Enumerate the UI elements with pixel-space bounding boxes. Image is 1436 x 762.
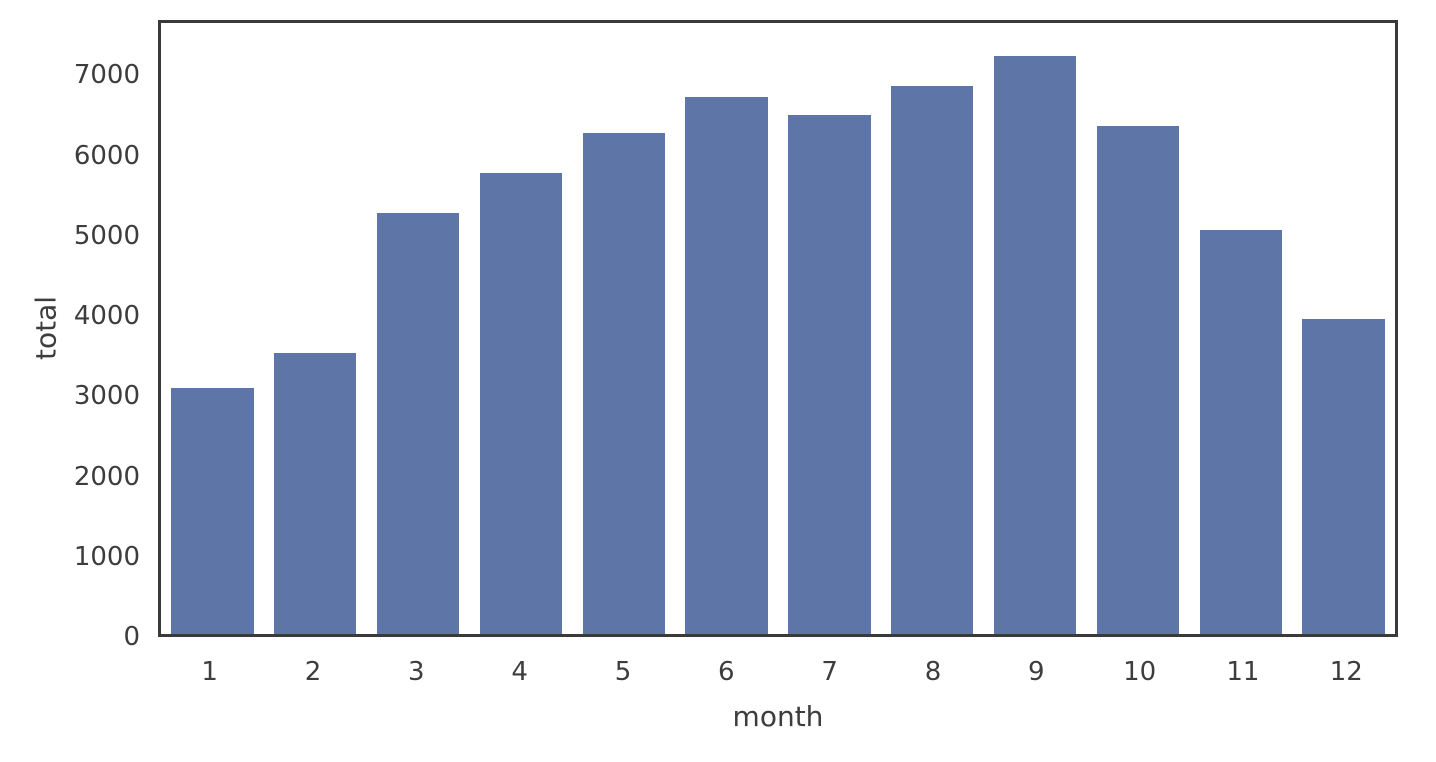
bar-month-12 <box>1302 319 1385 634</box>
bar-month-6 <box>685 96 768 634</box>
y-tick-4000: 4000 <box>73 301 140 332</box>
x-tick-3: 3 <box>408 657 425 687</box>
x-tick-12: 12 <box>1329 657 1363 687</box>
x-tick-4: 4 <box>511 657 528 687</box>
plot-area <box>158 20 1398 637</box>
y-tick-5000: 5000 <box>73 220 140 251</box>
bar-month-8 <box>891 85 974 634</box>
bar-slot-month-8 <box>881 23 984 634</box>
bar-month-3 <box>376 212 460 634</box>
bar-slot-month-11 <box>1189 23 1292 634</box>
x-tick-1: 1 <box>201 657 218 687</box>
bar-month-2 <box>274 352 357 634</box>
bar-series <box>161 23 1395 634</box>
bar-slot-month-9 <box>984 23 1087 634</box>
bar-slot-month-12 <box>1292 23 1395 634</box>
y-axis-tick-labels: 0 1000 2000 3000 4000 5000 6000 7000 <box>0 20 140 650</box>
bar-month-9 <box>993 55 1077 634</box>
x-tick-6: 6 <box>718 657 735 687</box>
bar-slot-month-5 <box>572 23 675 634</box>
x-tick-11: 11 <box>1226 657 1260 687</box>
x-tick-9: 9 <box>1028 657 1045 687</box>
bar-slot-month-2 <box>264 23 367 634</box>
bar-month-11 <box>1199 229 1282 634</box>
bar-slot-month-7 <box>778 23 881 634</box>
bar-slot-month-3 <box>367 23 470 634</box>
bar-month-4 <box>479 173 563 634</box>
x-axis-tick-labels: 1 2 3 4 5 6 7 8 9 10 11 12 <box>158 655 1398 689</box>
bar-month-1 <box>171 387 254 634</box>
bar-month-5 <box>582 133 665 634</box>
bar-slot-month-1 <box>161 23 264 634</box>
y-tick-2000: 2000 <box>73 461 140 492</box>
x-tick-5: 5 <box>614 657 632 687</box>
y-tick-3000: 3000 <box>73 381 140 412</box>
x-tick-2: 2 <box>304 657 322 687</box>
x-tick-8: 8 <box>924 657 942 687</box>
bar-month-7 <box>788 115 871 634</box>
bar-month-10 <box>1096 125 1179 634</box>
x-tick-10: 10 <box>1123 657 1157 687</box>
y-tick-1000: 1000 <box>73 541 140 572</box>
y-tick-6000: 6000 <box>73 140 140 171</box>
x-tick-7: 7 <box>821 657 838 687</box>
bar-slot-month-4 <box>469 23 572 634</box>
y-tick-0: 0 <box>123 622 140 652</box>
bar-slot-month-10 <box>1086 23 1189 634</box>
x-axis-label: month <box>732 700 824 733</box>
bar-slot-month-6 <box>675 23 778 634</box>
y-tick-7000: 7000 <box>73 60 140 91</box>
